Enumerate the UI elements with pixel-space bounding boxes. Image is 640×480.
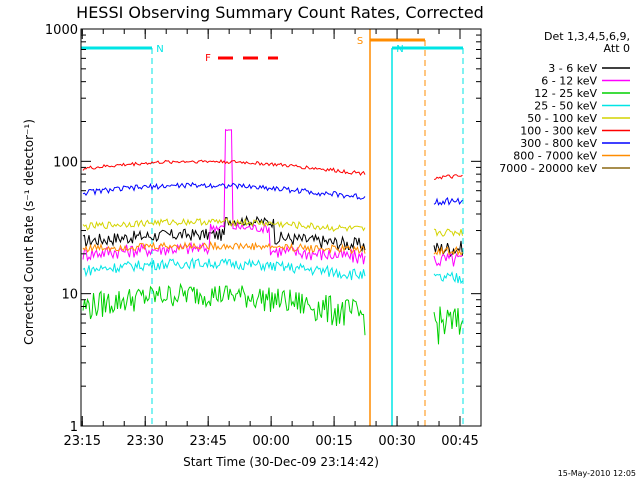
y-tick-label: 100 xyxy=(53,155,78,170)
y-tick-label: 1 xyxy=(70,420,78,435)
series-lines xyxy=(82,128,463,345)
legend-item-label: 300 - 800 keV xyxy=(520,137,597,150)
legend-item-label: 3 - 6 keV xyxy=(548,62,597,75)
flare-label: F xyxy=(205,53,211,64)
series-line xyxy=(82,181,463,206)
series-line xyxy=(82,159,463,180)
plot-frame xyxy=(80,28,482,427)
legend-item-label: 7000 - 20000 keV xyxy=(499,162,597,175)
y-axis: 1 10 100 1000 xyxy=(45,23,481,435)
x-tick-label: 23:15 xyxy=(64,434,101,449)
x-axis: 23:15 23:30 23:45 00:00 00:15 00:30 00:45 xyxy=(64,29,482,449)
legend-item-label: 6 - 12 keV xyxy=(541,75,597,88)
y-tick-label: 1000 xyxy=(45,23,78,38)
legend-header-detectors: Det 1,3,4,5,6,9, xyxy=(544,30,630,43)
saa-label: S xyxy=(357,36,363,47)
date-stamp: 15-May-2010 12:05 xyxy=(558,469,636,478)
x-axis-label: Start Time (30-Dec-09 23:14:42) xyxy=(183,455,379,469)
series-line xyxy=(82,240,463,257)
legend-item-label: 800 - 7000 keV xyxy=(513,150,597,163)
legend-item-label: 25 - 50 keV xyxy=(534,100,597,113)
plot-annotations: N N F S xyxy=(81,29,464,426)
x-tick-label: 00:30 xyxy=(378,434,415,449)
legend-header-attenuator: Att 0 xyxy=(604,42,630,55)
x-tick-label: 00:15 xyxy=(315,434,352,449)
series-line xyxy=(82,282,463,345)
legend-item-label: 50 - 100 keV xyxy=(527,112,597,125)
y-tick-label: 10 xyxy=(61,288,78,303)
series-line xyxy=(82,217,463,237)
x-tick-label: 23:45 xyxy=(189,434,226,449)
series-line xyxy=(82,128,463,267)
y-axis-label: Corrected Count Rate (s⁻¹ detector⁻¹) xyxy=(22,119,36,345)
x-tick-label: 00:00 xyxy=(252,434,289,449)
series-line xyxy=(82,257,463,285)
legend-item-label: 100 - 300 keV xyxy=(520,125,597,138)
x-tick-label: 00:45 xyxy=(441,434,478,449)
x-tick-label: 23:30 xyxy=(126,434,163,449)
legend-item-label: 12 - 25 keV xyxy=(534,87,597,100)
night-label-2: N xyxy=(396,44,403,55)
chart-title: HESSI Observing Summary Count Rates, Cor… xyxy=(76,3,484,22)
series-line xyxy=(82,214,463,257)
night-label: N xyxy=(156,44,163,55)
